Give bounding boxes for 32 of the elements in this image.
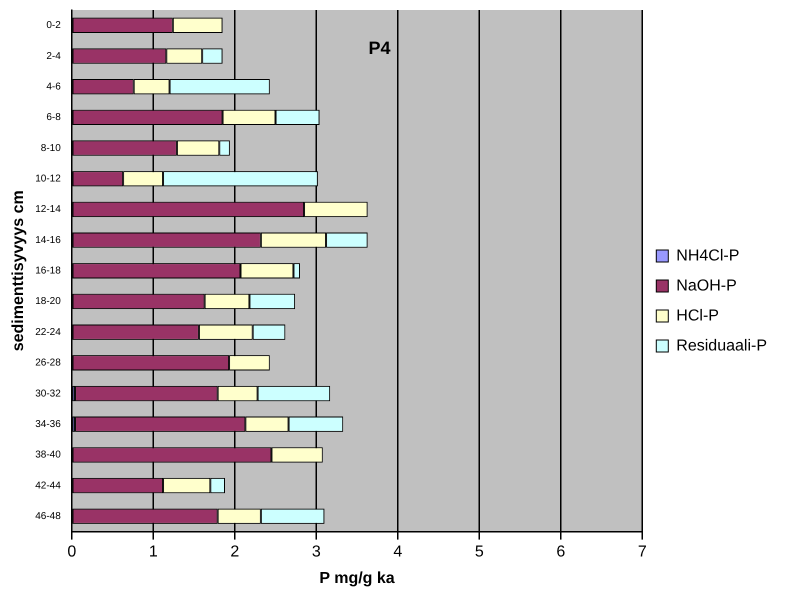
x-axis-title: P mg/g ka (319, 570, 395, 587)
y-tick-label: 34-36 (35, 418, 62, 430)
y-tick-label: 14-16 (35, 234, 62, 246)
y-axis-title: sedimenttisyvyys cm (10, 190, 28, 352)
x-tick-label: 7 (638, 544, 647, 561)
x-tick-label: 6 (556, 544, 566, 561)
y-tick-label: 16-18 (35, 266, 62, 277)
y-tick-label: 46-48 (35, 511, 62, 522)
x-tick-label: 5 (474, 544, 484, 561)
legend-label: Residuaali-P (676, 337, 768, 354)
x-tick-label: 1 (148, 544, 158, 561)
legend-label: NaOH-P (676, 277, 737, 294)
y-tick-label: 10-12 (35, 174, 62, 185)
y-tick-label: 6-8 (46, 112, 62, 124)
x-tick-label: 2 (230, 544, 240, 561)
legend-label: NH4Cl-P (676, 247, 740, 264)
y-tick-label: 38-40 (35, 450, 62, 461)
y-tick-label: 4-6 (46, 81, 62, 92)
y-tick-label: 0-2 (46, 20, 62, 32)
y-tick-label: 26-28 (35, 358, 62, 369)
y-tick-label: 22-24 (35, 326, 62, 338)
y-tick-label: 18-20 (35, 296, 62, 308)
y-tick-label: 2-4 (46, 50, 62, 62)
x-tick-label: 3 (312, 544, 321, 561)
x-tick-label: 4 (393, 544, 402, 561)
y-tick-label: 8-10 (40, 142, 62, 154)
y-tick-label: 12-14 (35, 204, 62, 216)
y-tick-label: 42-44 (35, 480, 62, 492)
x-tick-label: 0 (67, 544, 76, 561)
annotation: P4 (368, 38, 390, 58)
y-tick-label: 30-32 (35, 388, 62, 400)
legend-label: HCl-P (676, 307, 719, 324)
